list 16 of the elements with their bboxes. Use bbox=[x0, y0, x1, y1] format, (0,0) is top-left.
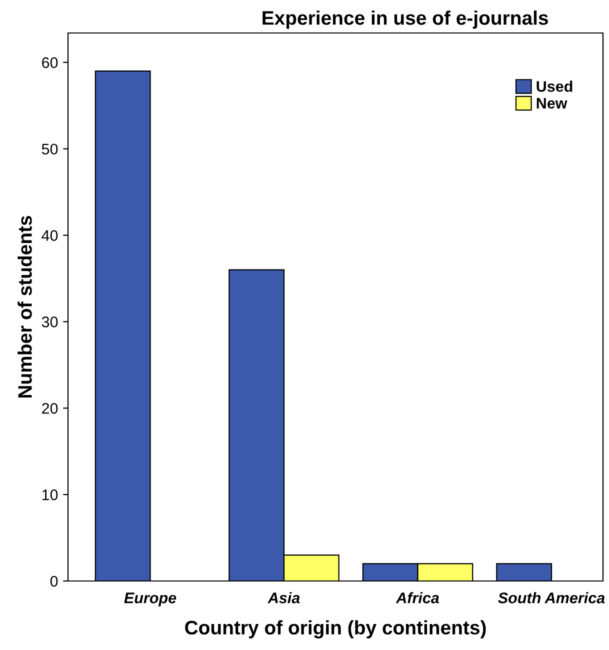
y-tick-label: 30 bbox=[42, 316, 58, 328]
x-tick-label: South America bbox=[498, 592, 605, 604]
x-tick-label: Africa bbox=[396, 592, 439, 604]
chart-title: Experience in use of e-journals bbox=[262, 10, 548, 29]
legend-label: New bbox=[536, 98, 568, 109]
x-tick-label: Europe bbox=[124, 592, 176, 606]
y-axis-title: Number of students bbox=[18, 216, 32, 398]
y-tick-label: 10 bbox=[42, 489, 58, 500]
y-tick-label: 40 bbox=[42, 230, 58, 241]
y-tick-label: 0 bbox=[50, 576, 58, 587]
y-tick-label: 50 bbox=[42, 144, 58, 155]
y-tick-label: 60 bbox=[42, 57, 58, 68]
x-axis-title: Country of origin (by continents) bbox=[185, 620, 486, 638]
y-tick-label: 20 bbox=[42, 402, 58, 414]
legend-label: Used bbox=[536, 80, 572, 92]
x-tick-label: Asia bbox=[268, 592, 300, 604]
